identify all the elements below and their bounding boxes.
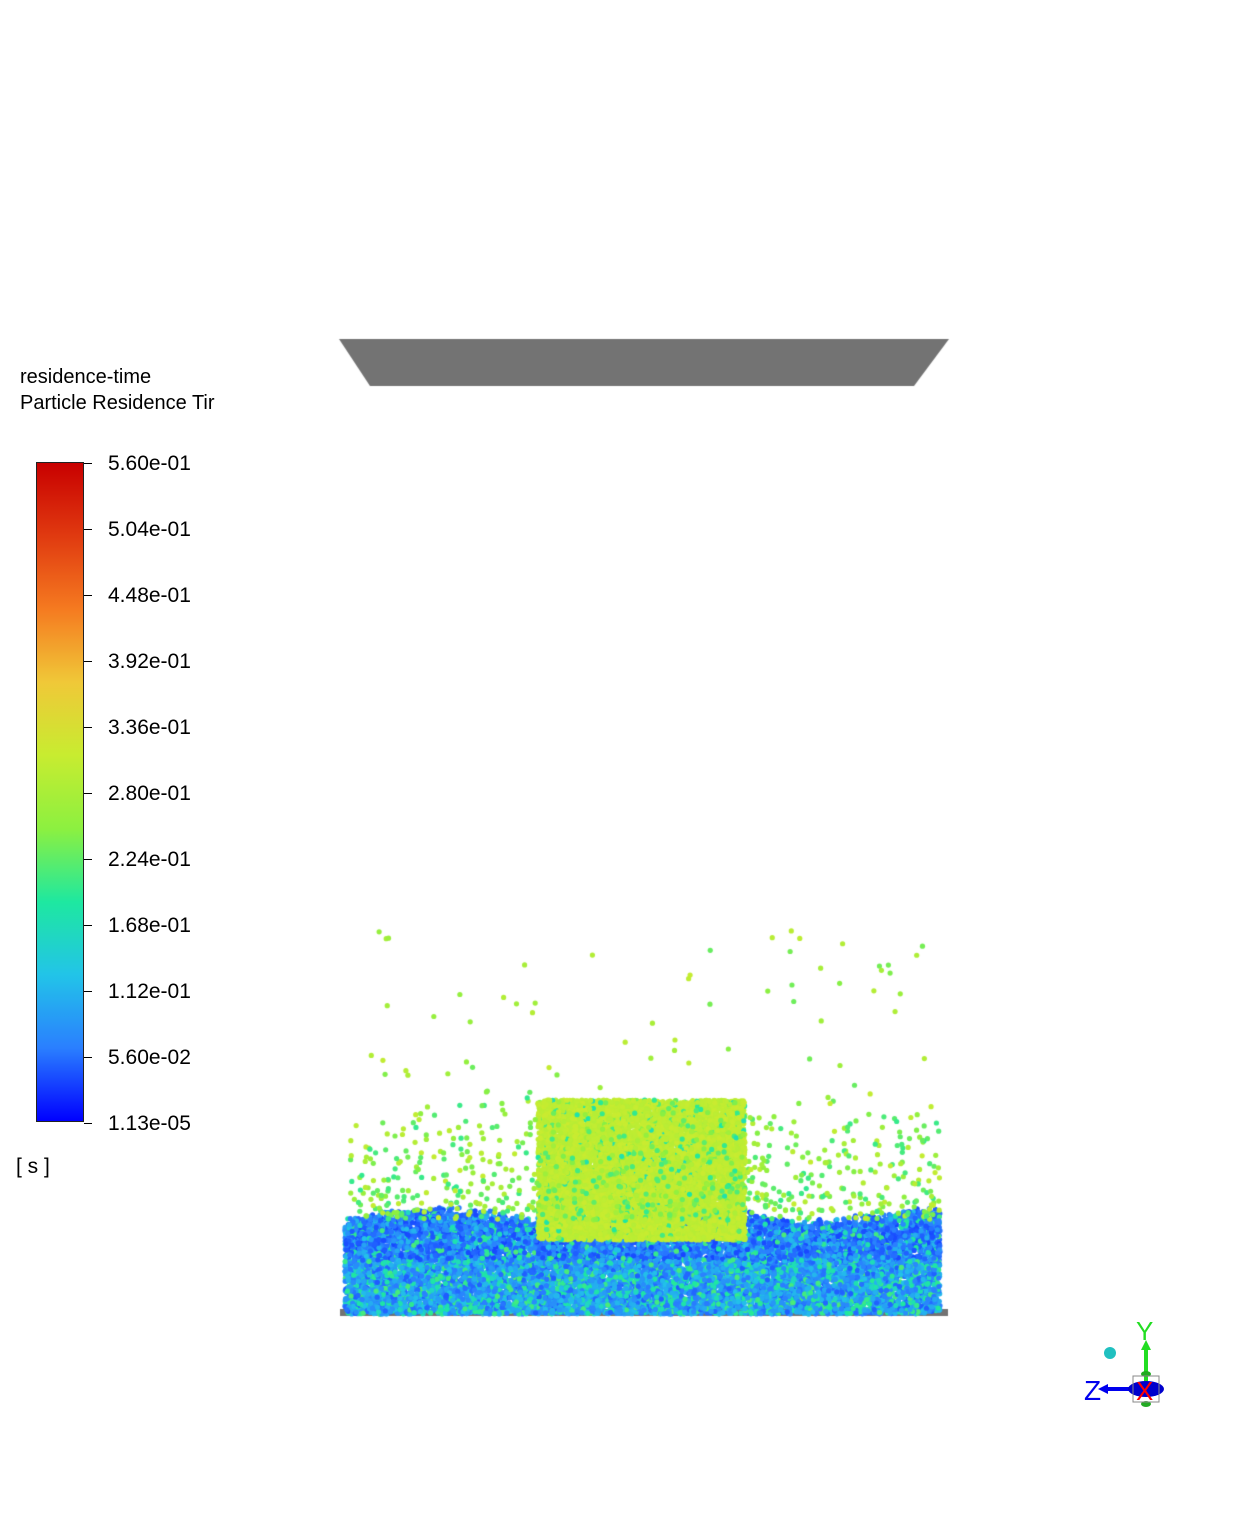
colorbar-tick-mark xyxy=(84,991,92,992)
legend-unit: [ s ] xyxy=(16,1155,50,1178)
colorbar-tick-mark xyxy=(84,1057,92,1058)
triad-origin-sphere-icon xyxy=(1104,1347,1116,1359)
colorbar-tick-mark xyxy=(84,859,92,860)
x-axis-label: X xyxy=(1136,1376,1153,1406)
colorbar-tick-label: 5.04e-01 xyxy=(108,518,191,541)
legend-title-description: Particle Residence Tir xyxy=(20,392,215,414)
colorbar-tick-label: 1.13e-05 xyxy=(108,1112,191,1135)
colorbar xyxy=(36,462,84,1122)
colorbar-tick-label: 3.92e-01 xyxy=(108,650,191,673)
y-axis-arrowhead xyxy=(1141,1340,1151,1350)
colorbar-tick-label: 2.24e-01 xyxy=(108,848,191,871)
axis-triad[interactable]: Y Z X xyxy=(1080,1322,1180,1412)
colorbar-tick-label: 5.60e-02 xyxy=(108,1046,191,1069)
triad-ring xyxy=(1128,1381,1164,1397)
z-axis-label: Z xyxy=(1084,1375,1101,1406)
colorbar-tick-label: 5.60e-01 xyxy=(108,452,191,475)
colorbar-tick-mark xyxy=(84,595,92,596)
colorbar-tick-mark xyxy=(84,463,92,464)
y-axis-label: Y xyxy=(1136,1322,1153,1346)
legend-title-variable: residence-time xyxy=(20,366,152,388)
z-axis-arrowhead xyxy=(1098,1384,1108,1394)
colorbar-tick-mark xyxy=(84,727,92,728)
colorbar-tick-mark xyxy=(84,925,92,926)
colorbar-tick-mark xyxy=(84,1123,92,1124)
colorbar-tick-mark xyxy=(84,661,92,662)
colorbar-tick-label: 3.36e-01 xyxy=(108,716,191,739)
colorbar-tick-label: 4.48e-01 xyxy=(108,584,191,607)
colorbar-tick-mark xyxy=(84,529,92,530)
colorbar-tick-label: 1.12e-01 xyxy=(108,980,191,1003)
colorbar-tick-mark xyxy=(84,793,92,794)
colorbar-tick-label: 1.68e-01 xyxy=(108,914,191,937)
triad-box xyxy=(1132,1375,1160,1403)
colorbar-tick-label: 2.80e-01 xyxy=(108,782,191,805)
